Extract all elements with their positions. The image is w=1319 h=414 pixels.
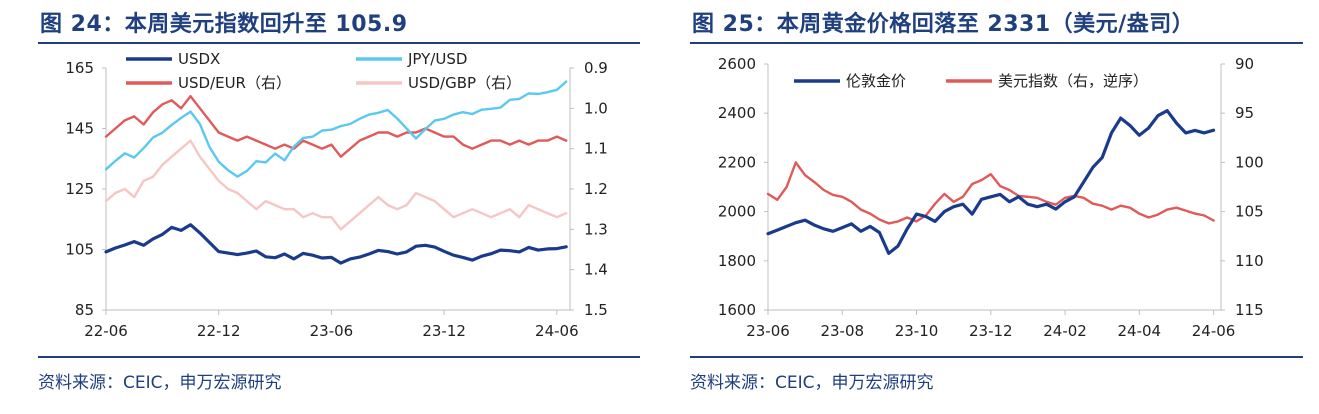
- legend-label: 伦敦金价: [846, 72, 906, 90]
- x-tick-label: 23-06: [746, 322, 790, 340]
- y-tick-label-right: 1.4: [584, 261, 608, 279]
- y-tick-label-right: 1.2: [584, 180, 608, 198]
- series-line: [104, 95, 568, 158]
- legend-label: JPY/USD: [407, 50, 467, 68]
- y-tick-label-left: 2200: [718, 153, 756, 171]
- y-tick-label-left: 1800: [718, 252, 756, 270]
- chart-panel-right: 图 25：本周黄金价格回落至 2331（美元/盎司） 1600 1800 2000 2…: [676, 0, 1319, 414]
- x-tick-label: 24-02: [1043, 322, 1087, 340]
- y-tick-label-left: 125: [65, 180, 94, 198]
- y-tick-label-right: 95: [1235, 104, 1254, 122]
- series-line: [104, 80, 568, 178]
- series-line: [766, 109, 1216, 255]
- x-tick-label: 22-06: [84, 322, 128, 340]
- usdx-chart: 85 105 125 145 165 1.5 1.4 1.3 1.2 1.1 1.0 0.9 22-06…: [65, 50, 608, 340]
- y-tick-label-left: 2400: [718, 104, 756, 122]
- x-tick-label: 23-10: [895, 322, 939, 340]
- y-tick-label-right: 0.9: [584, 59, 608, 77]
- y-tick-label-right: 110: [1235, 252, 1264, 270]
- title-rule: [690, 42, 1303, 44]
- legend-label: USDX: [178, 50, 220, 68]
- x-tick-label: 24-06: [535, 322, 579, 340]
- y-tick-label-left: 165: [65, 59, 94, 77]
- chart-panel-left: 图 24：本周美元指数回升至 105.9 85 105 125 145 165 1.5 1.…: [0, 0, 640, 414]
- figure-title: 图 25：本周黄金价格回落至 2331（美元/盎司）: [692, 12, 1195, 37]
- source-rule: [690, 356, 1303, 358]
- x-tick-label: 22-12: [197, 322, 241, 340]
- x-tick-label: 23-12: [969, 322, 1013, 340]
- y-tick-label-right: 1.1: [584, 140, 608, 158]
- y-tick-label-left: 105: [65, 241, 94, 259]
- x-tick-label: 23-06: [310, 322, 354, 340]
- title-rule: [38, 42, 640, 44]
- y-tick-label-left: 1600: [718, 301, 756, 319]
- x-tick-label: 23-12: [422, 322, 466, 340]
- legend-label: USD/GBP（右）: [408, 74, 521, 92]
- y-tick-label-right: 1.5: [584, 301, 608, 319]
- x-tick-label: 24-06: [1192, 322, 1236, 340]
- y-tick-label-right: 105: [1235, 203, 1264, 221]
- source-rule: [38, 356, 640, 358]
- y-tick-label-left: 85: [75, 301, 94, 319]
- gold-chart: 1600 1800 2000 2200 2400 2600 115 110 105 100 95 90…: [718, 55, 1264, 340]
- legend-label: 美元指数（右，逆序）: [998, 72, 1148, 90]
- series-line: [766, 161, 1215, 225]
- y-tick-label-right: 115: [1235, 301, 1264, 319]
- figure-title: 图 24：本周美元指数回升至 105.9: [40, 12, 408, 37]
- source-note: 资料来源：CEIC，申万宏源研究: [690, 373, 934, 393]
- y-tick-label-left: 145: [65, 120, 94, 138]
- legend-label: USD/EUR（右）: [178, 74, 291, 92]
- y-tick-label-left: 2600: [718, 55, 756, 73]
- y-tick-label-left: 2000: [718, 203, 756, 221]
- y-tick-label-right: 100: [1235, 153, 1264, 171]
- x-tick-label: 24-04: [1118, 322, 1162, 340]
- series-line: [104, 139, 568, 231]
- y-tick-label-right: 1.3: [584, 220, 608, 238]
- source-note: 资料来源：CEIC，申万宏源研究: [38, 373, 282, 393]
- x-tick-label: 23-08: [820, 322, 864, 340]
- series-line: [104, 223, 568, 265]
- y-tick-label-right: 1.0: [584, 99, 608, 117]
- y-tick-label-right: 90: [1235, 55, 1254, 73]
